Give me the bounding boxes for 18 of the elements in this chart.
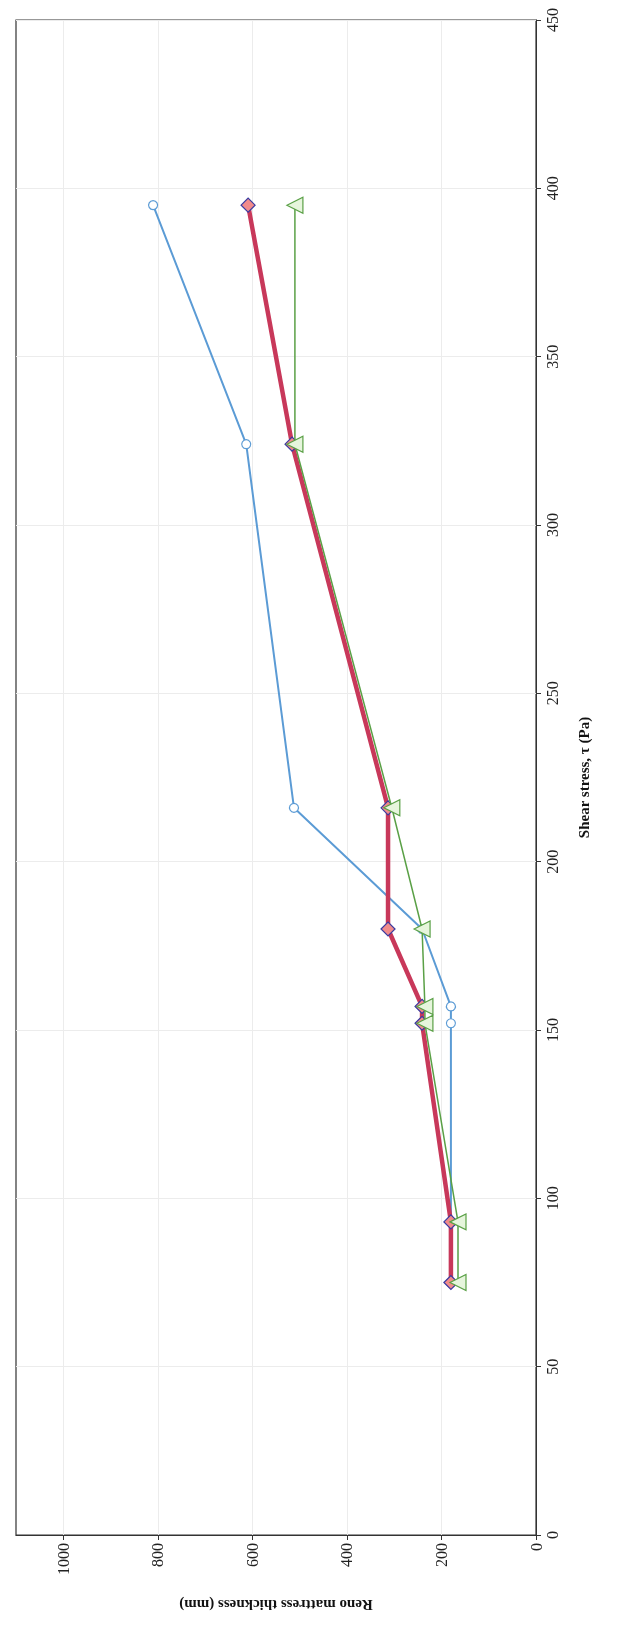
y-tick-label: 250 [543,681,561,706]
x-tick-label: 200 [432,1543,450,1567]
y-tick-label: 100 [543,1186,561,1211]
y-tick-label: 350 [543,344,561,369]
y-axis-title: Shear stress, τ (Pa) [575,716,593,839]
y-tick-label: 50 [543,1358,561,1375]
x-tick-label: 1000 [54,1543,72,1575]
x-tick-label: 0 [527,1543,545,1551]
x-tick-label: 400 [338,1543,356,1567]
y-tick-label: 200 [543,849,561,874]
y-tick-label: 0 [543,1531,561,1539]
x-tick-label: 600 [243,1543,261,1567]
y-tick-label: 400 [543,176,561,201]
x-tick-label: 800 [149,1543,167,1567]
y-tick-label: 300 [543,513,561,537]
y-tick-label: 150 [543,1018,561,1042]
y-tick-label: 450 [543,8,561,32]
x-axis-title: Reno mattress thickness (mm) [179,1595,373,1613]
